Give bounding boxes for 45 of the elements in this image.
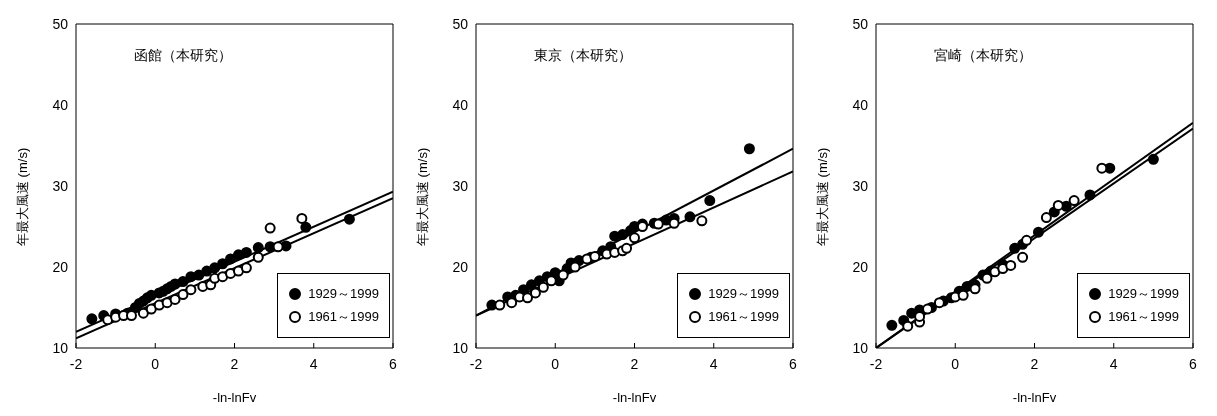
- legend-label: 1929～1999: [308, 285, 379, 303]
- text: 宮崎（本研究）: [934, 47, 1032, 65]
- y-tick-label: 30: [452, 177, 469, 194]
- y-tick-label: 50: [452, 15, 469, 32]
- x-tick-label: 6: [789, 355, 798, 372]
- y-tick-label: 50: [52, 15, 69, 32]
- y-tick-label: 20: [452, 258, 469, 275]
- y-tick-label: 10: [52, 339, 69, 356]
- y-tick-label: 30: [52, 177, 69, 194]
- x-axis-title: -ln-lnFv: [212, 390, 257, 405]
- y-axis-title: 年最大風速 (m/s): [14, 147, 30, 246]
- x-tick-label: 0: [551, 355, 560, 372]
- x-tick-label: 0: [151, 355, 160, 372]
- text: 東京（本研究）: [534, 47, 632, 65]
- x-axis-title: -ln-lnFv: [1012, 390, 1057, 405]
- x-tick-label: 6: [1189, 355, 1198, 372]
- x-axis-title: -ln-lnFv: [612, 390, 657, 405]
- legend-label: 1961～1999: [708, 308, 779, 326]
- x-tick-label: 4: [309, 355, 318, 372]
- x-tick-label: 2: [1030, 355, 1039, 372]
- y-tick-label: 40: [852, 96, 869, 113]
- legend-label: 1929～1999: [708, 285, 779, 303]
- text: 函館（本研究）: [134, 47, 232, 65]
- y-axis-title: 年最大風速 (m/s): [814, 147, 830, 246]
- y-tick-label: 50: [852, 15, 869, 32]
- legend-label: 1961～1999: [1108, 308, 1179, 326]
- legend-label: 1961～1999: [308, 308, 379, 326]
- y-tick-label: 30: [852, 177, 869, 194]
- y-tick-label: 10: [452, 339, 469, 356]
- x-tick-label: -2: [469, 355, 483, 372]
- y-axis-title: 年最大風速 (m/s): [414, 147, 430, 246]
- y-tick-label: 10: [852, 339, 869, 356]
- y-tick-label: 20: [52, 258, 69, 275]
- x-tick-label: 6: [389, 355, 398, 372]
- x-tick-label: 2: [630, 355, 639, 372]
- x-tick-label: 4: [709, 355, 718, 372]
- x-tick-label: -2: [869, 355, 883, 372]
- x-tick-label: -2: [69, 355, 83, 372]
- x-tick-label: 0: [951, 355, 960, 372]
- y-tick-label: 40: [452, 96, 469, 113]
- x-tick-label: 4: [1109, 355, 1118, 372]
- legend-label: 1929～1999: [1108, 285, 1179, 303]
- y-tick-label: 40: [52, 96, 69, 113]
- y-tick-label: 20: [852, 258, 869, 275]
- x-tick-label: 2: [230, 355, 239, 372]
